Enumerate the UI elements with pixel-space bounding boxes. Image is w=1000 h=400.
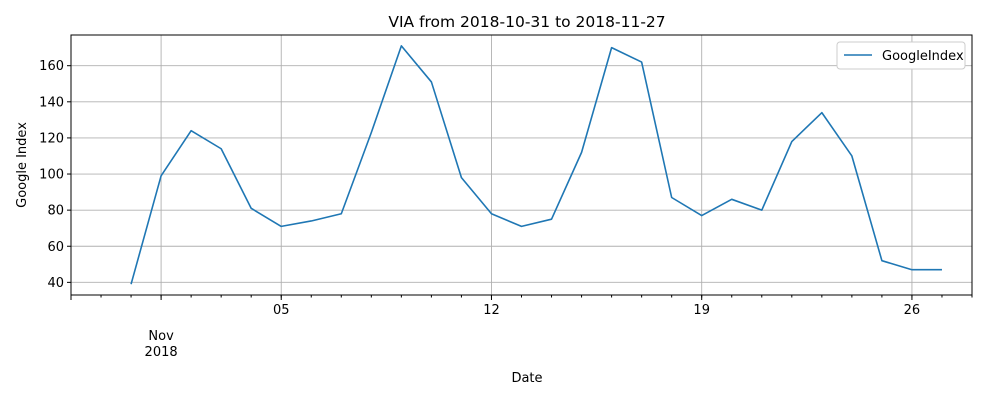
y-tick-label: 160 bbox=[39, 59, 64, 74]
y-tick-label: 140 bbox=[39, 95, 64, 110]
y-axis-label: Google Index bbox=[15, 122, 30, 208]
x-tick-label: 12 bbox=[483, 303, 500, 318]
legend: GoogleIndex bbox=[836, 41, 966, 70]
y-tick-label: 100 bbox=[39, 168, 64, 183]
x-tick-label: 19 bbox=[693, 303, 710, 318]
x-axis-label: Date bbox=[511, 371, 542, 386]
x-tick-label: 05 bbox=[273, 303, 290, 318]
legend-label-googleindex: GoogleIndex bbox=[882, 49, 964, 64]
plot-area-frame bbox=[70, 34, 973, 296]
series-line-googleindex bbox=[130, 45, 942, 285]
legend-box bbox=[836, 41, 966, 70]
y-tick-label: 40 bbox=[47, 276, 64, 291]
chart-title: VIA from 2018-10-31 to 2018-11-27 bbox=[388, 13, 665, 31]
y-axis-ticks: 40 60 80 100 120 140 160 bbox=[39, 59, 71, 291]
x-tick-label: 26 bbox=[904, 303, 921, 318]
y-tick-label: 60 bbox=[47, 240, 64, 255]
x-tick-label: 2018 bbox=[145, 345, 178, 360]
y-tick-label: 120 bbox=[39, 131, 64, 146]
x-tick-label: Nov bbox=[148, 329, 174, 344]
y-tick-label: 80 bbox=[47, 204, 64, 219]
